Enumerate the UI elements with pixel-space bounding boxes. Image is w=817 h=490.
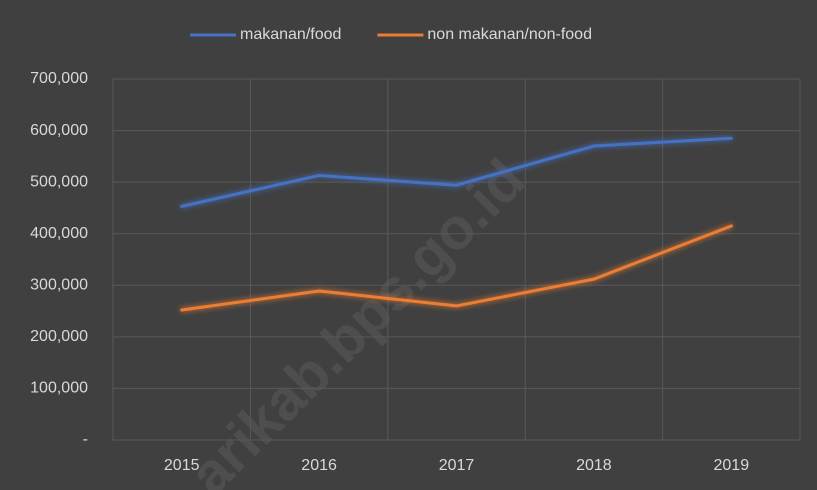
legend-label: makanan/food — [240, 26, 341, 43]
x-tick-label: 2015 — [164, 457, 200, 474]
y-tick-label: 600,000 — [30, 122, 88, 139]
y-tick-label: 400,000 — [30, 225, 88, 242]
y-tick-label: 700,000 — [30, 70, 88, 87]
y-tick-label: 300,000 — [30, 277, 88, 294]
x-tick-label: 2019 — [714, 457, 750, 474]
y-tick-label: 200,000 — [30, 328, 88, 345]
y-tick-label: 100,000 — [30, 380, 88, 397]
legend-label: non makanan/non-food — [427, 26, 592, 43]
x-tick-label: 2018 — [576, 457, 612, 474]
x-tick-label: 2017 — [439, 457, 475, 474]
y-tick-label: 500,000 — [30, 173, 88, 190]
series-line — [180, 136, 733, 208]
y-tick-label: - — [83, 431, 88, 448]
series-line — [180, 224, 733, 312]
x-tick-label: 2016 — [301, 457, 337, 474]
